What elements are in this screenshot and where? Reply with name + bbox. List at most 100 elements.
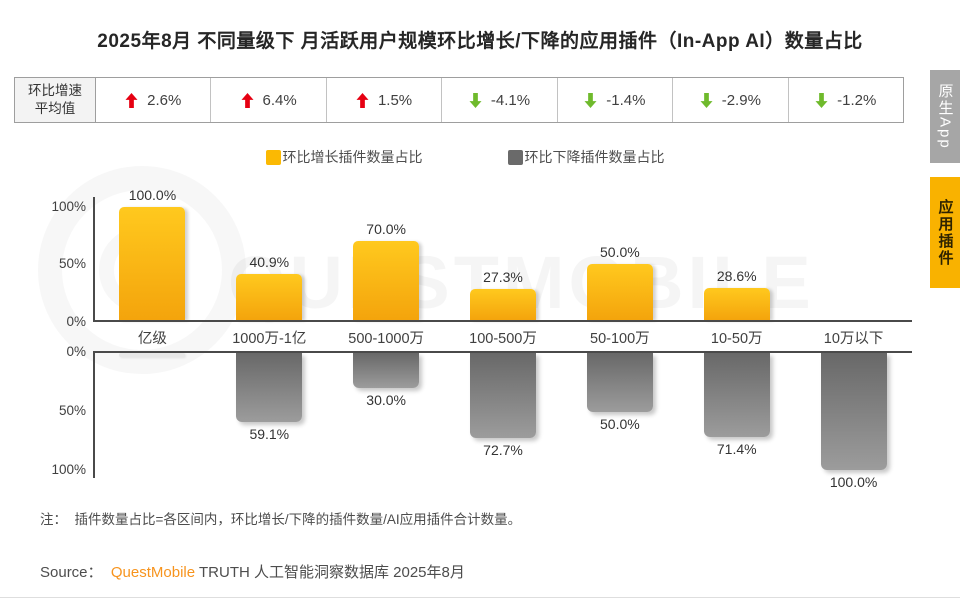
stats-value: -1.4%	[606, 91, 646, 109]
stats-cell: 1.5%	[327, 78, 443, 122]
growth-tick-50: 50%	[58, 256, 86, 271]
growth-y-axis	[93, 197, 95, 322]
stats-value: -4.1%	[490, 91, 531, 109]
decline-bar	[119, 353, 186, 357]
stats-value: -2.9%	[721, 91, 761, 109]
stats-cell: -2.9%	[673, 78, 789, 122]
up-arrow-icon	[356, 92, 369, 108]
legend-decline-label: 环比下降插件数量占比	[524, 149, 665, 165]
avg-growth-rate-label-line1: 环比增速	[28, 83, 82, 99]
growth-bar	[586, 264, 653, 320]
category-label: 500-1000万	[348, 331, 425, 347]
growth-bar-value: 50.0%	[600, 244, 640, 260]
decline-tick-100: 100%	[51, 462, 86, 477]
growth-tick-0: 0%	[66, 314, 86, 329]
source-line: Source： QuestMobile TRUTH 人工智能洞察数据库 2025…	[40, 561, 465, 582]
growth-bar	[703, 288, 770, 320]
down-arrow-icon	[469, 92, 482, 108]
growth-bar-column	[795, 207, 912, 320]
decline-bar-value: 59.1%	[249, 426, 290, 442]
up-arrow-icon	[125, 92, 138, 108]
tab-app-plugin[interactable]: 应用插件	[930, 177, 960, 288]
growth-bar-column: 70.0%	[328, 207, 445, 320]
down-arrow-icon	[584, 92, 597, 108]
decline-y-axis	[93, 351, 95, 478]
decline-bar-column: 72.7%	[445, 353, 562, 471]
stats-value: 6.4%	[262, 91, 297, 109]
growth-bar-value: 28.6%	[716, 268, 757, 284]
avg-growth-rate-label-line2: 平均值	[34, 101, 76, 116]
decline-bars-row: 59.1% 30.0% 72.7% 50.0% 71.4% 100.0%	[94, 353, 912, 490]
source-brand: QuestMobile	[110, 564, 196, 581]
down-arrow-icon	[815, 92, 828, 108]
growth-bar-column: 28.6%	[678, 207, 795, 320]
decline-bar	[586, 353, 653, 412]
growth-bar-column: 100.0%	[94, 187, 211, 320]
chart-legend: 环比增长插件数量占比 环比下降插件数量占比	[0, 147, 930, 167]
decline-bar-column: 59.1%	[211, 353, 328, 471]
decline-swatch-icon	[507, 149, 523, 165]
down-arrow-icon	[700, 92, 713, 108]
decline-bar-column: 71.4%	[678, 353, 795, 471]
tab-native-app[interactable]: 原生App	[930, 70, 960, 163]
growth-tick-100: 100%	[51, 199, 86, 214]
growth-bar-value: 70.0%	[366, 221, 406, 237]
growth-bars-row: 100.0% 40.9% 70.0% 27.3% 50.0% 28.6%	[94, 187, 912, 320]
legend-item-decline: 环比下降插件数量占比	[507, 147, 665, 167]
legend-item-growth: 环比增长插件数量占比	[265, 147, 423, 167]
stats-cell: -4.1%	[442, 78, 558, 122]
decline-bar-value: 71.4%	[716, 441, 757, 457]
category-label: 10-50万	[710, 331, 763, 347]
growth-baseline	[94, 320, 912, 322]
growth-swatch-icon	[265, 149, 281, 165]
growth-bar-value: 40.9%	[249, 254, 290, 270]
growth-bar-value: 27.3%	[483, 269, 523, 285]
stats-cell: -1.4%	[558, 78, 674, 122]
decline-bar	[703, 353, 770, 437]
growth-bar	[470, 289, 536, 320]
decline-bar-column: 100.0%	[795, 353, 912, 490]
stats-value: 1.5%	[377, 91, 413, 109]
tab-app-plugin-label: 应用插件	[936, 198, 954, 267]
decline-bar-column: 50.0%	[561, 353, 678, 471]
source-prefix: Source：	[40, 564, 111, 581]
page-title: 2025年8月 不同量级下 月活跃用户规模环比增长/下降的应用插件（In-App…	[97, 31, 863, 52]
source-suffix: TRUTH 人工智能洞察数据库 2025年8月	[195, 564, 465, 581]
growth-bar-column: 50.0%	[561, 207, 678, 320]
growth-bar-column: 27.3%	[445, 207, 562, 320]
decline-bar	[820, 353, 887, 470]
decline-bar-column: 30.0%	[328, 353, 445, 471]
growth-bar-column: 40.9%	[211, 207, 328, 320]
decline-topline	[94, 351, 912, 353]
stats-cell: 6.4%	[211, 78, 327, 122]
bottom-divider	[0, 597, 960, 598]
category-label: 亿级	[137, 331, 167, 347]
growth-bar	[236, 274, 303, 320]
stats-value: -1.2%	[837, 91, 877, 109]
category-label: 50-100万	[590, 331, 650, 347]
note-text: 注： 插件数量占比=各区间内，环比增长/下降的插件数量/AI应用插件合计数量。	[40, 512, 522, 527]
decline-tick-0: 0%	[66, 344, 86, 359]
decline-bar	[236, 353, 303, 422]
growth-bar	[119, 207, 186, 320]
decline-bar-value: 30.0%	[366, 392, 406, 408]
stats-cell: -1.2%	[789, 78, 903, 122]
avg-growth-rate-label: 环比增速 平均值	[15, 78, 96, 122]
decline-bar	[353, 353, 420, 388]
category-labels-row: 亿级 1000万-1亿 500-1000万 100-500万 50-100万 10-50万…	[94, 327, 912, 348]
stats-cell: 2.6%	[96, 78, 212, 122]
avg-growth-rate-table: 环比增速 平均值 2.6% 6.4% 1.5% -4.1% -1.4% -2.9% -1.2…	[14, 77, 904, 123]
category-label: 100-500万	[469, 331, 537, 347]
up-arrow-icon	[241, 92, 254, 108]
growth-bar-value: 100.0%	[128, 187, 177, 203]
decline-bar-value: 72.7%	[483, 442, 523, 458]
category-label: 10万以下	[823, 331, 884, 347]
growth-bar	[353, 241, 420, 320]
decline-tick-50: 50%	[58, 403, 86, 418]
decline-bar-column	[94, 353, 211, 471]
category-label: 1000万-1亿	[232, 331, 307, 347]
decline-bar-value: 50.0%	[600, 416, 640, 432]
stats-value: 2.6%	[147, 91, 182, 109]
decline-bar-value: 100.0%	[829, 474, 878, 490]
legend-growth-label: 环比增长插件数量占比	[282, 149, 423, 165]
